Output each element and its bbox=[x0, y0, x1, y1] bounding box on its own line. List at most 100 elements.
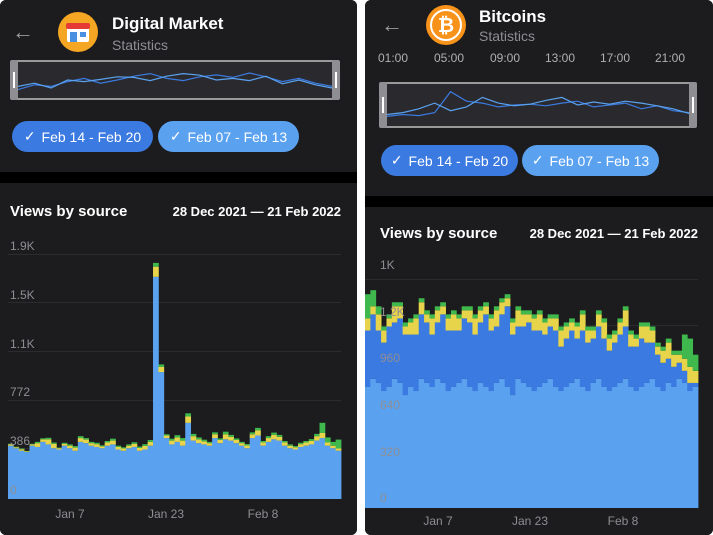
bar-segment bbox=[335, 439, 342, 449]
bar-segment bbox=[429, 318, 436, 335]
bar-segment bbox=[520, 314, 527, 327]
bar-segment bbox=[676, 378, 683, 508]
bar-segment bbox=[238, 443, 245, 446]
bar-segment bbox=[249, 434, 256, 439]
bar-segment bbox=[450, 386, 457, 508]
bar-segment bbox=[424, 310, 430, 315]
bar-segment bbox=[590, 338, 597, 383]
bar-segment bbox=[386, 326, 393, 387]
bar-segment bbox=[88, 445, 95, 499]
gridline bbox=[8, 302, 341, 303]
bar-segment bbox=[671, 386, 677, 508]
bar-segment bbox=[483, 302, 489, 307]
bar-segment bbox=[606, 338, 613, 351]
bar-segment bbox=[418, 314, 425, 379]
bar-segment bbox=[558, 326, 565, 331]
bar-segment bbox=[595, 314, 602, 327]
bar-segment bbox=[13, 448, 20, 499]
bar-segment bbox=[56, 447, 63, 449]
bar-segment bbox=[649, 378, 656, 508]
bar-segment bbox=[381, 330, 387, 343]
bar-segment bbox=[612, 386, 618, 508]
bar-segment bbox=[303, 442, 310, 446]
bar-segment bbox=[638, 386, 645, 508]
bar-segment bbox=[649, 330, 656, 343]
bar-segment bbox=[271, 434, 277, 440]
bar-segment bbox=[365, 294, 371, 319]
bar-segment bbox=[158, 366, 165, 373]
bar-segment bbox=[493, 382, 500, 508]
period-chip-current[interactable]: ✓ Feb 14 - Feb 20 bbox=[12, 121, 153, 152]
period-chip-previous[interactable]: ✓ Feb 07 - Feb 13 bbox=[158, 121, 299, 152]
time-tick-label: 01:00 bbox=[377, 51, 409, 65]
period-chip-previous[interactable]: ✓ Feb 07 - Feb 13 bbox=[522, 145, 659, 176]
bar-segment bbox=[319, 432, 326, 439]
bar-segment bbox=[655, 346, 661, 355]
chip-label: Feb 14 - Feb 20 bbox=[41, 128, 142, 145]
bar-segment bbox=[633, 346, 640, 392]
bar-segment bbox=[169, 440, 175, 445]
bar-segment bbox=[665, 342, 672, 359]
back-arrow-icon[interactable]: ← bbox=[12, 19, 34, 44]
bar-segment bbox=[477, 310, 484, 323]
bar-segment bbox=[324, 437, 331, 443]
bar-segment bbox=[520, 310, 527, 315]
bar-segment bbox=[104, 440, 111, 443]
bar-segment bbox=[504, 294, 511, 299]
bar-segment bbox=[445, 330, 452, 392]
bar-segment bbox=[163, 435, 170, 439]
bar-segment bbox=[131, 442, 138, 444]
bar-segment bbox=[136, 446, 143, 448]
range-handle-grip bbox=[335, 72, 337, 88]
bar-segment bbox=[34, 446, 41, 499]
bar-segment bbox=[212, 438, 218, 499]
bar-segment bbox=[67, 444, 73, 446]
bar-segment bbox=[574, 338, 581, 379]
bar-segment bbox=[574, 378, 581, 508]
bar-segment bbox=[110, 444, 116, 499]
checkmark-icon: ✓ bbox=[169, 128, 182, 144]
bar-segment bbox=[638, 322, 645, 327]
bar-segment bbox=[308, 440, 315, 445]
back-arrow-icon[interactable]: ← bbox=[381, 12, 403, 37]
time-tick-label: 21:00 bbox=[654, 51, 686, 65]
bar-segment bbox=[391, 322, 398, 379]
bar-segment bbox=[375, 382, 382, 508]
bar-segment bbox=[407, 322, 414, 335]
page-title: Digital Market bbox=[112, 14, 224, 33]
bar-segment bbox=[628, 334, 634, 347]
bar-segment bbox=[330, 445, 337, 449]
bar-segment bbox=[536, 314, 543, 331]
bar-segment bbox=[29, 444, 36, 446]
bar-segment bbox=[612, 330, 618, 335]
bar-segment bbox=[8, 445, 14, 499]
panel-bitcoins: ← ₿ Bitcoins Statistics 01:00 05:00 09:0… bbox=[365, 0, 713, 535]
bar-segment bbox=[222, 439, 229, 499]
bar-segment bbox=[424, 382, 430, 508]
bar-segment bbox=[8, 444, 14, 446]
bar-segment bbox=[104, 445, 111, 499]
x-tick-label: Feb 8 bbox=[607, 514, 639, 528]
y-tick-label: 960 bbox=[380, 351, 401, 365]
bar-segment bbox=[50, 443, 57, 449]
bar-segment bbox=[418, 302, 425, 315]
bar-segment bbox=[120, 450, 127, 499]
bar-segment bbox=[271, 432, 277, 435]
range-selector-minimap[interactable] bbox=[10, 60, 340, 100]
bar-segment bbox=[217, 439, 224, 444]
bar-segment bbox=[228, 440, 234, 499]
range-selector-minimap[interactable] bbox=[379, 82, 697, 128]
bar-segment bbox=[467, 306, 473, 311]
bar-segment bbox=[574, 326, 581, 339]
bar-segment bbox=[456, 314, 463, 319]
time-tick-label: 17:00 bbox=[599, 51, 631, 65]
bar-segment bbox=[676, 362, 683, 379]
gridline bbox=[8, 400, 341, 401]
bar-segment bbox=[655, 386, 661, 508]
period-chip-current[interactable]: ✓ Feb 14 - Feb 20 bbox=[381, 145, 518, 176]
bar-segment bbox=[488, 391, 495, 508]
bar-segment bbox=[99, 446, 106, 449]
bar-segment bbox=[579, 314, 586, 331]
bar-segment bbox=[402, 395, 409, 508]
bar-segment bbox=[585, 330, 591, 343]
